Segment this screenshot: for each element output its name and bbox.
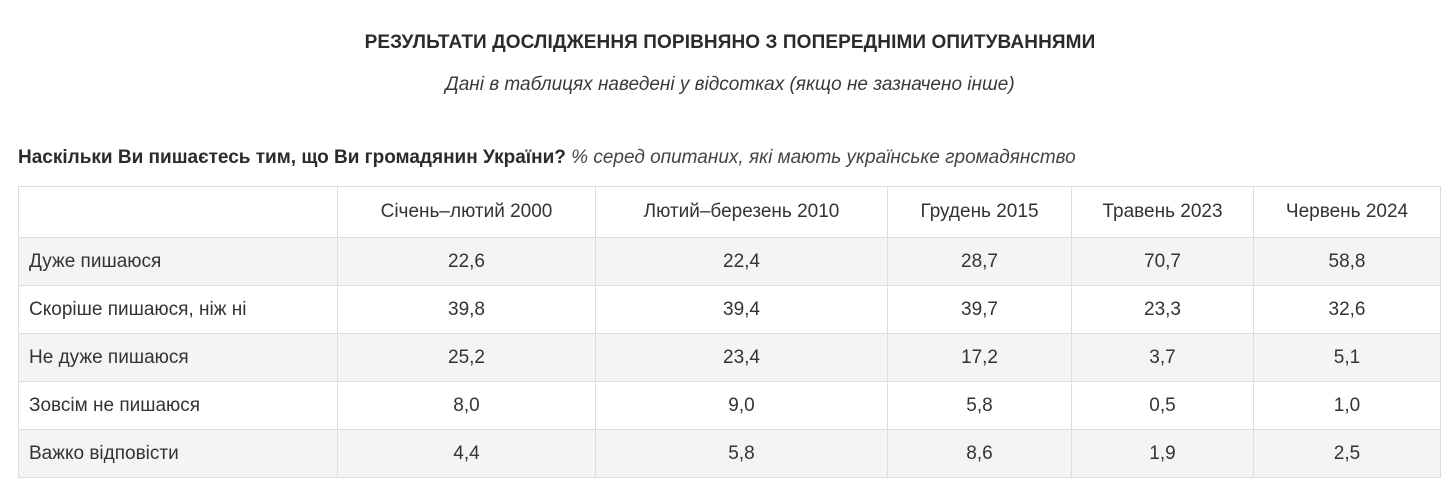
table-cell: 39,4: [595, 285, 888, 334]
table-cell: 22,4: [595, 237, 888, 286]
table-row: Важко відповісти 4,4 5,8 8,6 1,9 2,5: [18, 429, 1441, 478]
table-cell: 5,8: [595, 429, 888, 478]
table-cell: 8,0: [337, 381, 596, 430]
column-header: Січень–лютий 2000: [337, 186, 596, 238]
table-cell: 2,5: [1253, 429, 1441, 478]
table-cell: 22,6: [337, 237, 596, 286]
table-cell: 1,0: [1253, 381, 1441, 430]
table-row: Дуже пишаюся 22,6 22,4 28,7 70,7 58,8: [18, 237, 1441, 286]
table-cell: 0,5: [1071, 381, 1254, 430]
question-note: % серед опитаних, які мають українське г…: [571, 147, 1076, 168]
table-cell: 1,9: [1071, 429, 1254, 478]
table-cell: 9,0: [595, 381, 888, 430]
row-label: Важко відповісти: [18, 429, 338, 478]
page-title: РЕЗУЛЬТАТИ ДОСЛІДЖЕННЯ ПОРІВНЯНО З ПОПЕР…: [364, 32, 1096, 53]
table-cell: 28,7: [887, 237, 1072, 286]
table-cell: 4,4: [337, 429, 596, 478]
table-cell: 23,3: [1071, 285, 1254, 334]
table-row: Скоріше пишаюся, ніж ні 39,8 39,4 39,7 2…: [18, 285, 1441, 334]
table-cell: 17,2: [887, 333, 1072, 382]
table-cell: 39,8: [337, 285, 596, 334]
column-header: Червень 2024: [1253, 186, 1441, 238]
row-label: Зовсім не пишаюся: [18, 381, 338, 430]
table-cell: 3,7: [1071, 333, 1254, 382]
table-cell: 8,6: [887, 429, 1072, 478]
row-label: Скоріше пишаюся, ніж ні: [18, 285, 338, 334]
column-header: Лютий–березень 2010: [595, 186, 888, 238]
question-heading: Наскільки Ви пишаєтесь тим, що Ви громад…: [18, 147, 1076, 169]
table-cell: 5,1: [1253, 333, 1441, 382]
column-header: Травень 2023: [1071, 186, 1254, 238]
table-cell: 25,2: [337, 333, 596, 382]
column-header: [18, 186, 338, 238]
column-header: Грудень 2015: [887, 186, 1072, 238]
table-cell: 23,4: [595, 333, 888, 382]
table-row: Не дуже пишаюся 25,2 23,4 17,2 3,7 5,1: [18, 333, 1441, 382]
table-row: Зовсім не пишаюся 8,0 9,0 5,8 0,5 1,0: [18, 381, 1441, 430]
row-label: Не дуже пишаюся: [18, 333, 338, 382]
results-table: Січень–лютий 2000 Лютий–березень 2010 Гр…: [18, 186, 1441, 478]
page-subtitle: Дані в таблицях наведені у відсотках (як…: [445, 74, 1015, 95]
table-cell: 58,8: [1253, 237, 1441, 286]
question-text: Наскільки Ви пишаєтесь тим, що Ви громад…: [18, 147, 566, 168]
table-cell: 70,7: [1071, 237, 1254, 286]
table-cell: 32,6: [1253, 285, 1441, 334]
row-label: Дуже пишаюся: [18, 237, 338, 286]
table-cell: 5,8: [887, 381, 1072, 430]
table-cell: 39,7: [887, 285, 1072, 334]
table-header-row: Січень–лютий 2000 Лютий–березень 2010 Гр…: [18, 186, 1441, 238]
